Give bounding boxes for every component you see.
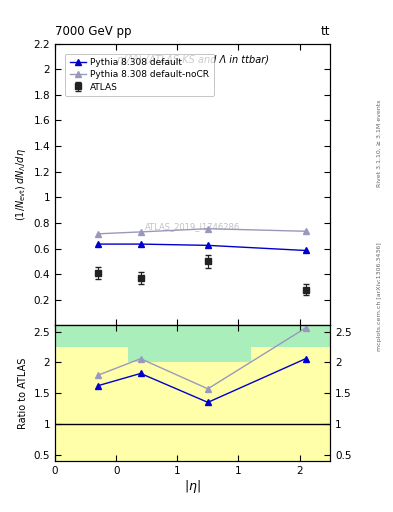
Pythia 8.308 default-noCR — [138, 229, 143, 235]
X-axis label: $|\eta|$: $|\eta|$ — [184, 478, 201, 496]
Y-axis label: $(1/N_{\mathregular{evt}})\,dN_{\Lambda}/d\eta$: $(1/N_{\mathregular{evt}})\,dN_{\Lambda}… — [14, 148, 28, 221]
Text: 7000 GeV pp: 7000 GeV pp — [55, 26, 132, 38]
Pythia 8.308 default-noCR — [206, 226, 210, 232]
Pythia 8.308 default — [95, 241, 100, 247]
Pythia 8.308 default — [303, 247, 308, 253]
Pythia 8.308 default-noCR — [303, 228, 308, 234]
Text: ATLAS_2019_I1746286: ATLAS_2019_I1746286 — [145, 222, 240, 231]
Bar — [55, 326, 330, 461]
Text: Rivet 3.1.10, ≥ 3.1M events: Rivet 3.1.10, ≥ 3.1M events — [377, 100, 382, 187]
Line: Pythia 8.308 default-noCR: Pythia 8.308 default-noCR — [95, 226, 309, 237]
Text: mcplots.cern.ch [arXiv:1306.3436]: mcplots.cern.ch [arXiv:1306.3436] — [377, 243, 382, 351]
Y-axis label: Ratio to ATLAS: Ratio to ATLAS — [18, 357, 28, 429]
Text: η(Λ°) (ATLAS KS and Λ in ttbar): η(Λ°) (ATLAS KS and Λ in ttbar) — [117, 55, 268, 65]
Pythia 8.308 default — [138, 241, 143, 247]
Pythia 8.308 default-noCR — [95, 231, 100, 237]
Text: tt: tt — [321, 26, 330, 38]
Legend: Pythia 8.308 default, Pythia 8.308 default-noCR, ATLAS: Pythia 8.308 default, Pythia 8.308 defau… — [65, 54, 214, 96]
Pythia 8.308 default — [206, 242, 210, 248]
Line: Pythia 8.308 default: Pythia 8.308 default — [95, 241, 309, 253]
